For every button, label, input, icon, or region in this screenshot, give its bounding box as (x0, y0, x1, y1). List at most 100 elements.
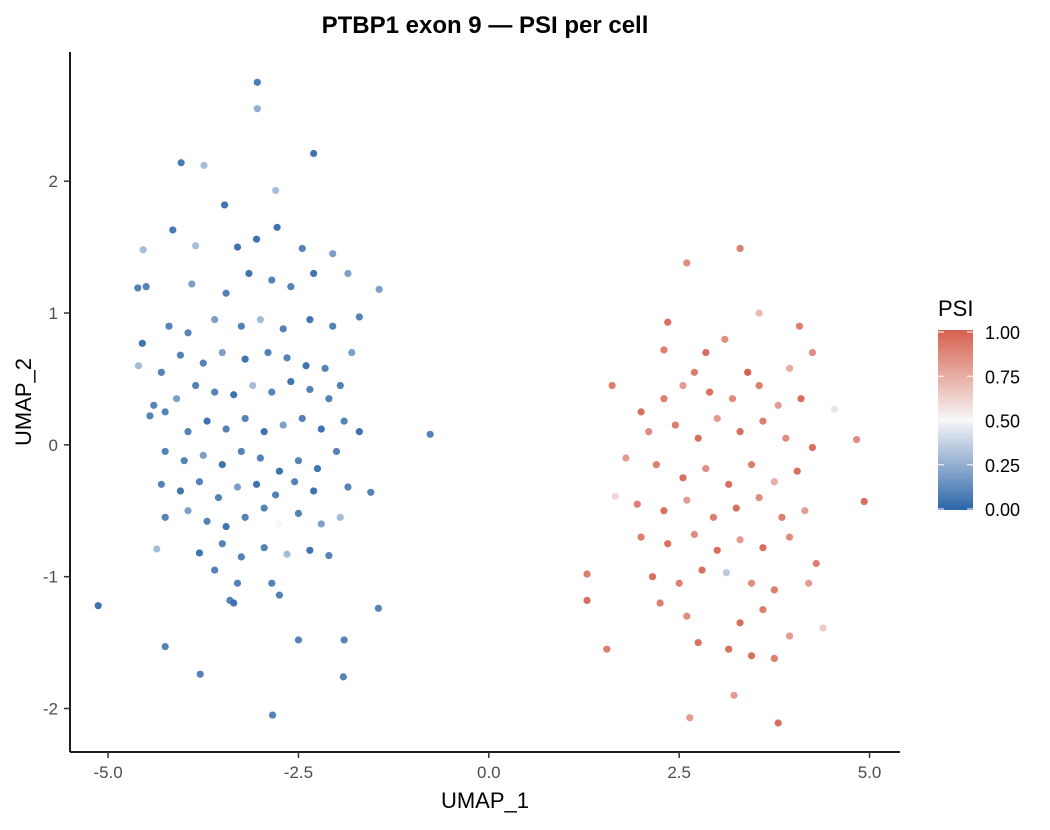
data-point (157, 368, 165, 376)
data-point (146, 412, 154, 420)
data-point (340, 636, 348, 644)
data-point (679, 474, 687, 482)
data-point (736, 619, 744, 627)
data-point (747, 579, 756, 587)
data-point (275, 520, 284, 528)
data-point (702, 464, 710, 473)
legend-tick-label: 0.50 (985, 412, 1020, 432)
chart-title: PTBP1 exon 9 — PSI per cell (322, 12, 649, 39)
data-point (192, 381, 200, 390)
data-point (134, 362, 143, 370)
data-point (819, 624, 827, 632)
data-point (173, 395, 181, 403)
data-point (808, 443, 817, 452)
data-point (722, 569, 730, 577)
data-point (188, 280, 196, 288)
data-point (583, 596, 591, 604)
data-point (583, 570, 591, 578)
data-point (241, 414, 249, 423)
data-point (195, 478, 204, 486)
data-point (355, 313, 363, 321)
data-point (679, 381, 687, 390)
data-point (241, 513, 249, 521)
data-point (805, 579, 813, 587)
data-point (355, 428, 363, 436)
data-point (785, 533, 794, 541)
data-point (690, 530, 699, 539)
data-point (603, 645, 611, 653)
data-point (702, 348, 710, 357)
data-point (184, 329, 192, 337)
data-point (310, 269, 318, 278)
data-point (755, 493, 763, 502)
data-point (249, 381, 257, 390)
data-point (728, 395, 737, 403)
data-point (214, 493, 223, 502)
data-point (306, 385, 314, 394)
data-point (713, 414, 721, 423)
legend-ticks: 0.00 0.25 0.50 0.75 1.00 (938, 323, 1020, 520)
data-point (169, 226, 177, 234)
data-point (291, 478, 299, 486)
data-point (271, 491, 280, 499)
data-point (694, 434, 702, 442)
data-point (808, 348, 817, 357)
data-point (785, 632, 794, 640)
data-point (725, 480, 733, 488)
data-point (310, 149, 318, 158)
data-point (329, 250, 337, 258)
data-point (317, 425, 325, 433)
data-point (683, 612, 691, 620)
data-point (306, 546, 314, 554)
data-point (176, 487, 185, 495)
data-point (795, 322, 804, 330)
data-point (279, 325, 287, 333)
data-point (732, 504, 740, 512)
data-point (671, 421, 679, 429)
y-ticks: -2 -1 0 1 2 (43, 172, 70, 718)
data-point (759, 417, 767, 425)
data-point (283, 550, 291, 558)
data-point (203, 517, 211, 525)
data-point (329, 322, 337, 330)
y-axis-label: UMAP_2 (11, 358, 36, 446)
data-point (264, 348, 272, 357)
data-point (660, 395, 668, 403)
x-ticks: -5.0 -2.5 0.0 2.5 5.0 (93, 752, 881, 782)
data-point (736, 428, 744, 436)
data-point (161, 642, 169, 651)
data-point (344, 483, 352, 491)
data-point (306, 316, 314, 324)
data-point (698, 566, 706, 574)
data-point (336, 381, 344, 390)
legend: PSI 0.00 0.25 0.50 0.75 1.00 (938, 296, 1020, 520)
data-point (774, 719, 782, 727)
data-point (426, 430, 434, 438)
data-point (325, 551, 333, 560)
data-point (256, 454, 264, 462)
data-point (336, 513, 344, 521)
data-point (165, 322, 173, 330)
data-point (273, 223, 281, 231)
data-point (652, 461, 660, 469)
data-point (287, 283, 295, 291)
data-point (683, 259, 691, 267)
data-point (694, 638, 702, 647)
x-tick-label: 5.0 (858, 763, 882, 782)
legend-tick-label: 0.25 (985, 456, 1020, 476)
data-point (268, 711, 277, 719)
data-point (656, 599, 664, 607)
data-point (747, 652, 756, 660)
y-tick-label: 1 (49, 304, 58, 323)
data-point (253, 105, 261, 113)
data-point (260, 544, 268, 552)
data-point (237, 447, 245, 456)
data-point (139, 246, 147, 254)
data-point (275, 591, 284, 599)
data-point (633, 500, 641, 508)
legend-tick-label: 0.75 (985, 367, 1020, 387)
data-point (233, 483, 242, 491)
data-point (310, 487, 318, 495)
data-point (367, 488, 375, 496)
